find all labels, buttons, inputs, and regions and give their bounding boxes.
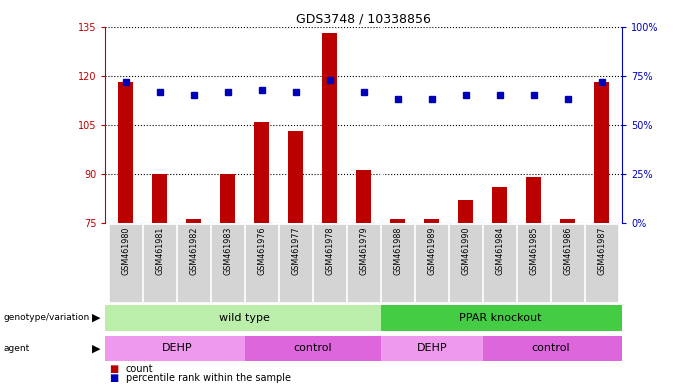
Text: GSM461977: GSM461977	[291, 227, 301, 275]
Text: ▶: ▶	[92, 313, 101, 323]
FancyBboxPatch shape	[381, 305, 622, 331]
Text: GSM461985: GSM461985	[529, 227, 539, 275]
Text: PPAR knockout: PPAR knockout	[458, 313, 541, 323]
Text: GSM461986: GSM461986	[563, 227, 573, 275]
Bar	[288, 131, 303, 223]
Text: GSM461976: GSM461976	[257, 227, 267, 275]
FancyBboxPatch shape	[381, 224, 414, 302]
Bar	[492, 187, 507, 223]
Text: GSM461990: GSM461990	[461, 227, 471, 275]
Text: count: count	[126, 364, 154, 374]
Text: ■: ■	[109, 373, 118, 383]
FancyBboxPatch shape	[585, 224, 618, 302]
Text: agent: agent	[3, 344, 30, 353]
FancyBboxPatch shape	[551, 224, 584, 302]
Text: wild type: wild type	[220, 313, 270, 323]
Text: GSM461987: GSM461987	[597, 227, 607, 275]
FancyBboxPatch shape	[449, 224, 482, 302]
Text: ▶: ▶	[92, 343, 101, 354]
FancyBboxPatch shape	[143, 224, 176, 302]
Text: control: control	[532, 343, 570, 354]
Text: GSM461983: GSM461983	[223, 227, 233, 275]
Bar	[220, 174, 235, 223]
Bar	[424, 220, 439, 223]
FancyBboxPatch shape	[105, 336, 245, 361]
FancyBboxPatch shape	[105, 305, 381, 331]
FancyBboxPatch shape	[313, 224, 346, 302]
FancyBboxPatch shape	[211, 224, 244, 302]
Text: GSM461989: GSM461989	[427, 227, 437, 275]
Text: GSM461980: GSM461980	[121, 227, 131, 275]
Text: DEHP: DEHP	[161, 343, 192, 354]
FancyBboxPatch shape	[415, 224, 448, 302]
Bar	[458, 200, 473, 223]
Bar	[560, 220, 575, 223]
FancyBboxPatch shape	[245, 224, 278, 302]
Bar	[356, 170, 371, 223]
Text: GSM461978: GSM461978	[325, 227, 335, 275]
Text: control: control	[294, 343, 332, 354]
FancyBboxPatch shape	[245, 336, 381, 361]
Bar	[322, 33, 337, 223]
Text: GSM461984: GSM461984	[495, 227, 505, 275]
FancyBboxPatch shape	[381, 336, 483, 361]
FancyBboxPatch shape	[483, 336, 622, 361]
Bar	[152, 174, 167, 223]
Text: genotype/variation: genotype/variation	[3, 313, 90, 322]
Text: DEHP: DEHP	[416, 343, 447, 354]
FancyBboxPatch shape	[517, 224, 550, 302]
Text: GSM461979: GSM461979	[359, 227, 369, 275]
Text: percentile rank within the sample: percentile rank within the sample	[126, 373, 291, 383]
FancyBboxPatch shape	[279, 224, 312, 302]
Text: GSM461982: GSM461982	[189, 227, 199, 275]
Bar	[186, 220, 201, 223]
Bar	[118, 83, 133, 223]
Text: GSM461988: GSM461988	[393, 227, 403, 275]
Bar	[526, 177, 541, 223]
Bar	[254, 122, 269, 223]
FancyBboxPatch shape	[483, 224, 516, 302]
FancyBboxPatch shape	[177, 224, 210, 302]
Bar	[390, 220, 405, 223]
FancyBboxPatch shape	[109, 224, 142, 302]
FancyBboxPatch shape	[347, 224, 380, 302]
Text: GSM461981: GSM461981	[155, 227, 165, 275]
Bar	[594, 83, 609, 223]
Text: ■: ■	[109, 364, 118, 374]
Title: GDS3748 / 10338856: GDS3748 / 10338856	[296, 13, 431, 26]
